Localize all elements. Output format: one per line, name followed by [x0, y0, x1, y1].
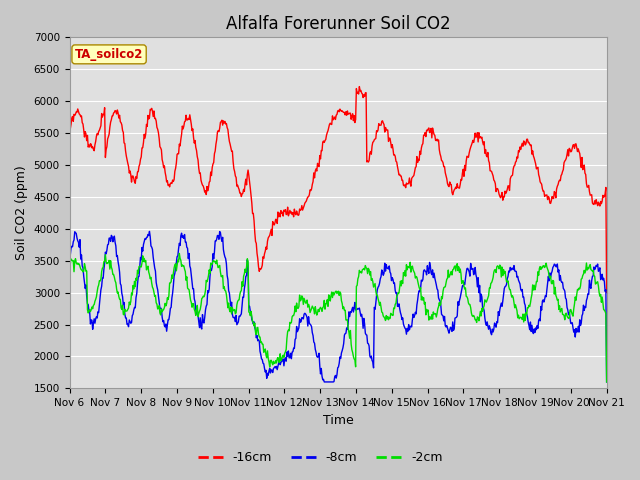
Y-axis label: Soil CO2 (ppm): Soil CO2 (ppm)	[15, 166, 28, 260]
Text: TA_soilco2: TA_soilco2	[75, 48, 143, 61]
Legend: -16cm, -8cm, -2cm: -16cm, -8cm, -2cm	[193, 446, 447, 469]
Title: Alfalfa Forerunner Soil CO2: Alfalfa Forerunner Soil CO2	[226, 15, 451, 33]
X-axis label: Time: Time	[323, 414, 353, 427]
